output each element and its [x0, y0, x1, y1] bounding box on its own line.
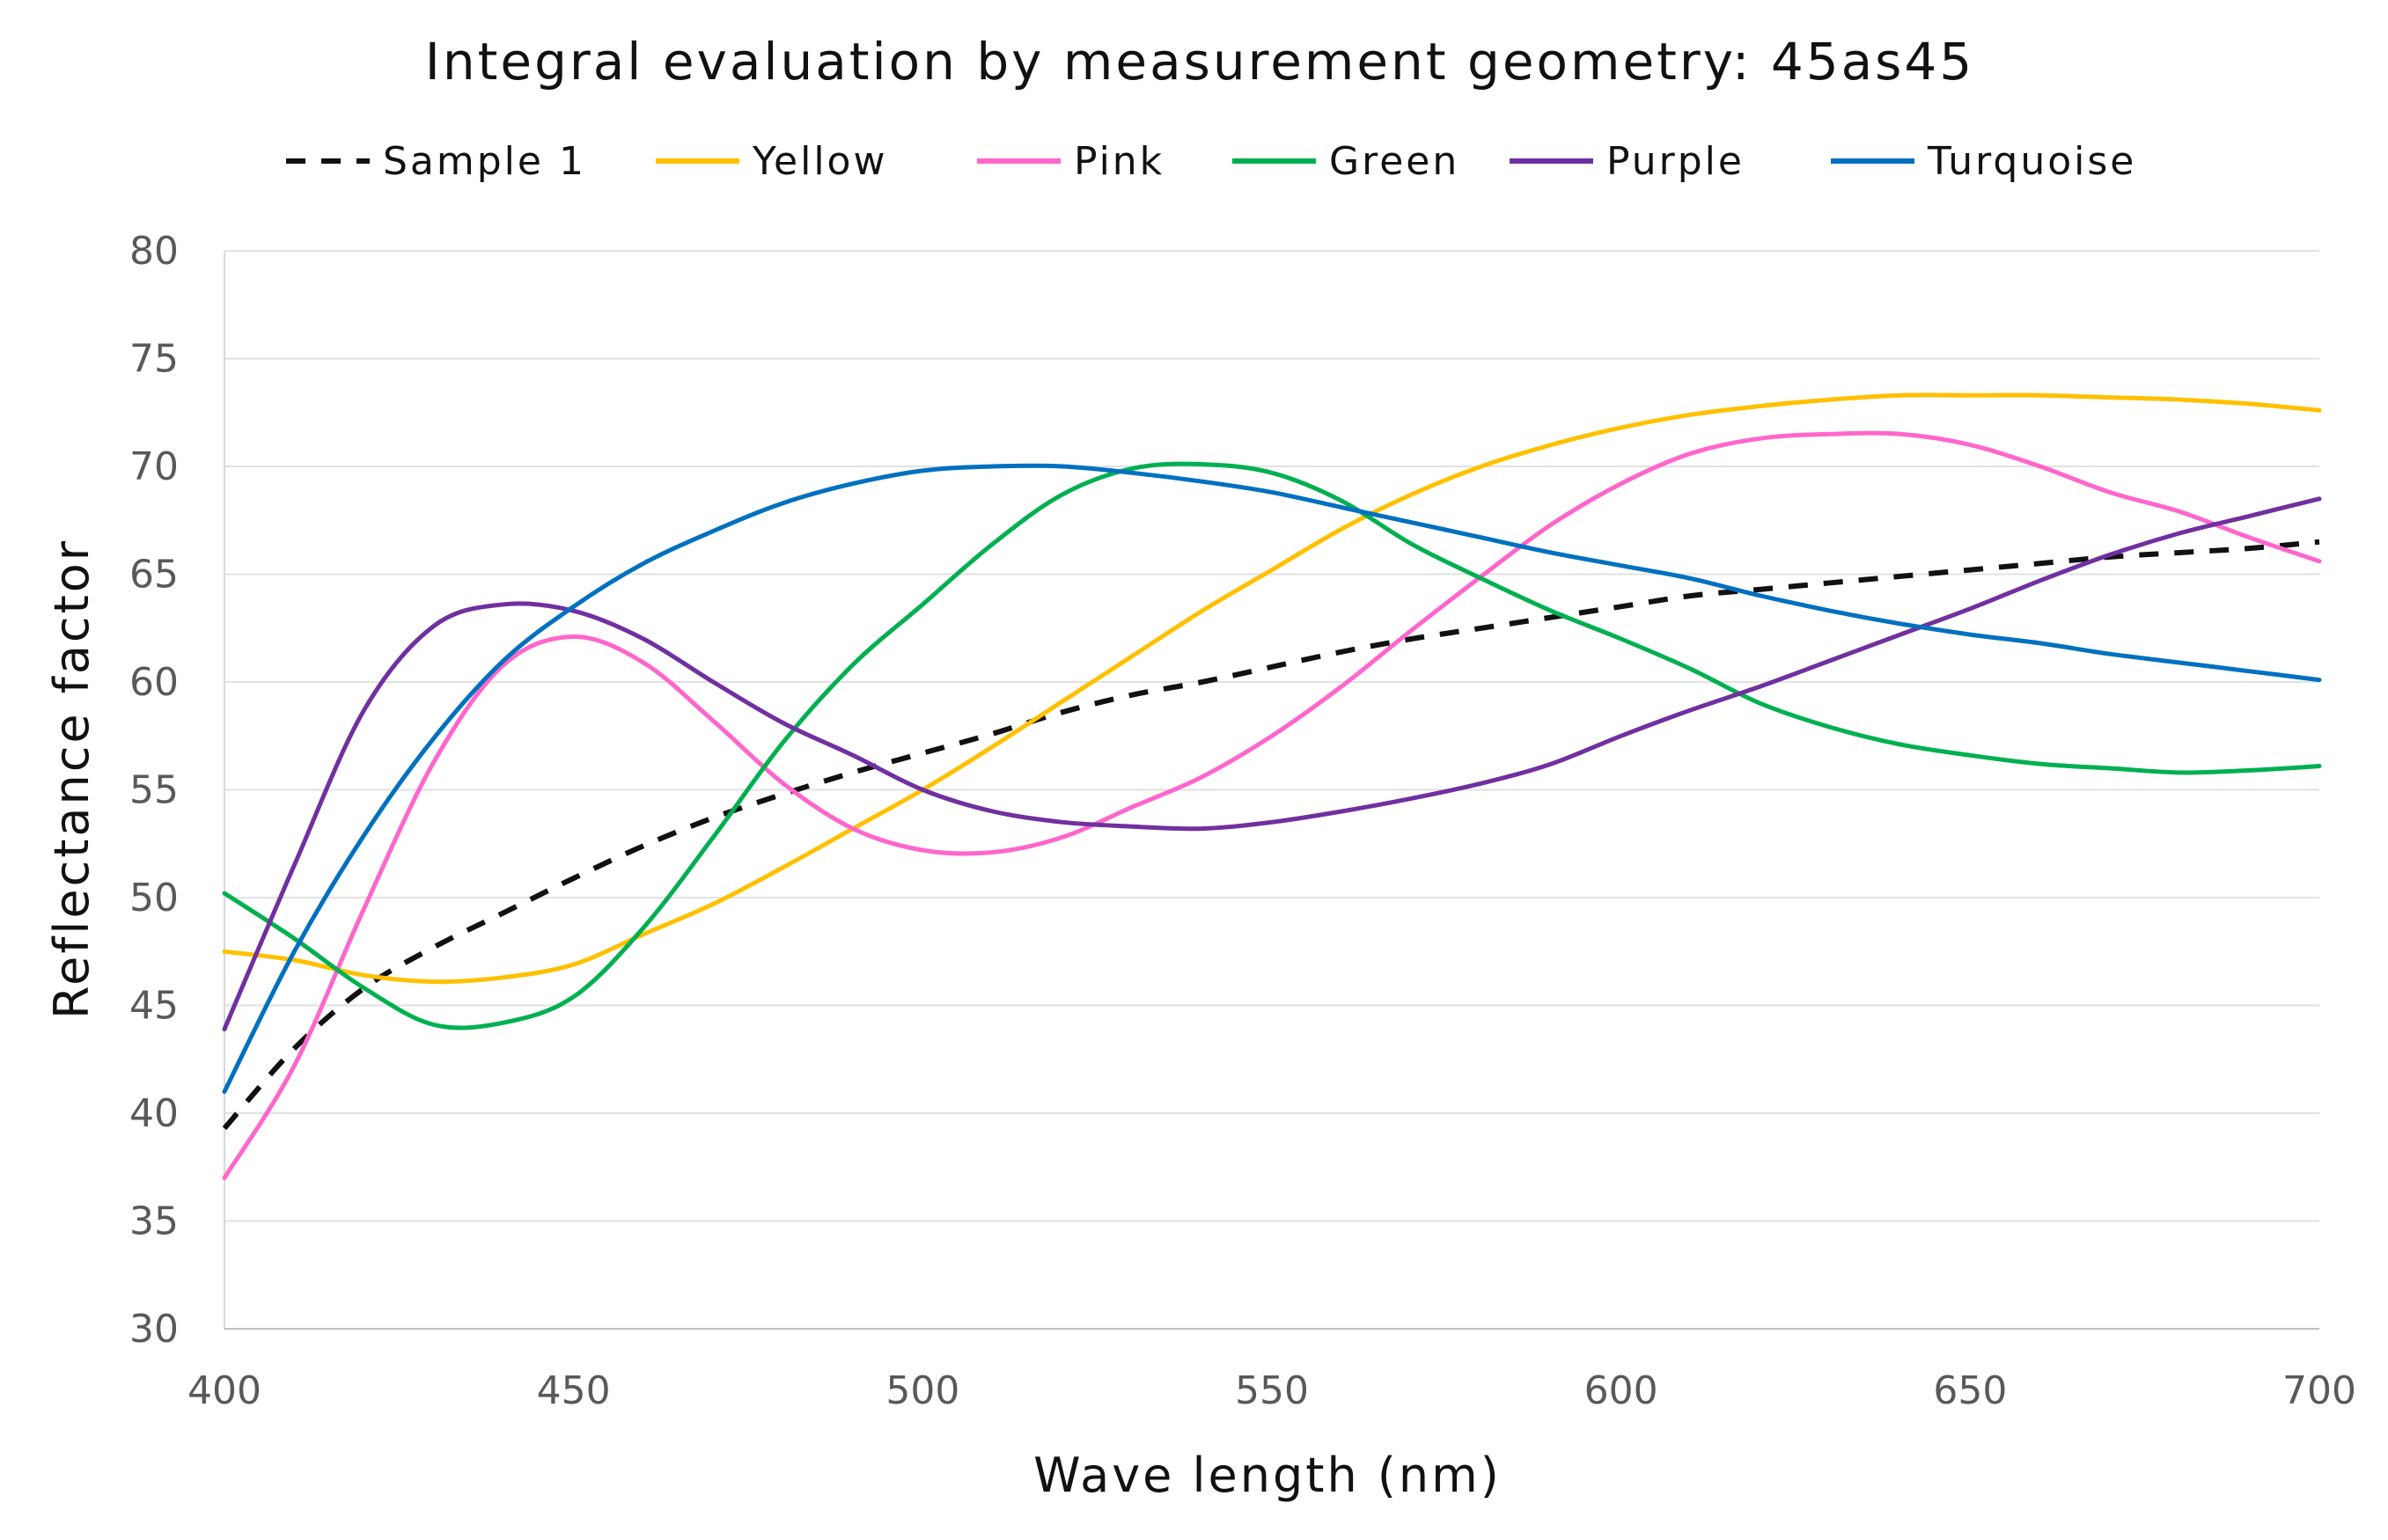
x-axis-ticks: 400 450 500 550 600 650 700	[187, 1368, 2356, 1413]
x-tick-label: 450	[537, 1368, 611, 1413]
legend-label: Turquoise	[1927, 139, 2136, 184]
legend-label: Purple	[1606, 139, 1745, 184]
x-tick-label: 500	[885, 1368, 959, 1413]
x-axis-title: Wave length (nm)	[1033, 1448, 1502, 1503]
x-tick-label: 550	[1235, 1368, 1309, 1413]
series-line-pink	[222, 430, 2322, 1180]
y-tick-label: 70	[129, 444, 179, 489]
y-tick-label: 55	[129, 768, 179, 813]
y-tick-label: 75	[129, 337, 179, 382]
x-tick-label: 600	[1584, 1368, 1658, 1413]
x-tick-label: 650	[1933, 1368, 2007, 1413]
y-axis-title: Reflectance factor	[44, 539, 99, 1019]
legend-label: Yellow	[752, 139, 887, 184]
y-tick-label: 65	[129, 553, 179, 598]
y-tick-label: 45	[129, 984, 179, 1029]
series-lines	[222, 392, 2322, 1180]
y-tick-label: 35	[129, 1199, 179, 1244]
legend: Sample 1 Yellow Pink Green Purple Turquoise	[286, 139, 2136, 184]
series-line-turquoise	[222, 463, 2322, 1094]
series-line-green	[222, 461, 2322, 1030]
y-tick-label: 40	[129, 1091, 179, 1136]
grid-lines	[224, 250, 2319, 1330]
chart-title: Integral evaluation by measurement geome…	[425, 32, 1974, 92]
y-tick-label: 50	[129, 876, 179, 920]
x-tick-label: 700	[2282, 1368, 2356, 1413]
legend-label: Pink	[1074, 139, 1165, 184]
series-line-purple	[222, 496, 2322, 1031]
series-line-yellow	[222, 392, 2322, 985]
y-axis-ticks: 30 35 40 45 50 55 60 65 70 75 80	[129, 229, 179, 1352]
y-tick-label: 30	[129, 1307, 179, 1352]
y-tick-label: 80	[129, 229, 179, 274]
legend-label: Sample 1	[383, 139, 586, 184]
legend-label: Green	[1329, 139, 1459, 184]
y-tick-label: 60	[129, 660, 179, 705]
x-tick-label: 400	[187, 1368, 261, 1413]
